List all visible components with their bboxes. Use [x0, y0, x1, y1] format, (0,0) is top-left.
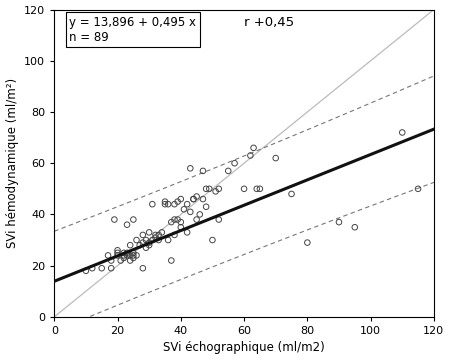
Point [120, 250, 127, 256]
Point [414, 186, 422, 192]
Point [253, 186, 261, 192]
Point [256, 186, 264, 192]
Point [215, 186, 222, 192]
Point [162, 201, 169, 207]
Point [108, 265, 115, 271]
Point [174, 199, 181, 204]
Point [206, 186, 213, 192]
Point [193, 194, 200, 199]
Point [190, 196, 197, 202]
Point [231, 160, 238, 166]
Point [136, 242, 143, 248]
Point [145, 240, 153, 246]
Point [152, 232, 159, 238]
Point [133, 252, 140, 258]
Point [142, 245, 149, 251]
Point [174, 217, 181, 222]
Point [133, 237, 140, 243]
Point [139, 265, 146, 271]
Point [130, 217, 137, 222]
Point [120, 252, 127, 258]
Point [114, 252, 121, 258]
Point [123, 252, 130, 258]
Point [171, 201, 178, 207]
Point [196, 212, 203, 217]
Point [165, 201, 172, 207]
Point [126, 242, 134, 248]
Point [187, 209, 194, 215]
Point [180, 206, 188, 212]
Point [149, 237, 156, 243]
Point [155, 232, 162, 238]
Point [89, 265, 96, 271]
Point [184, 201, 191, 207]
Point [114, 247, 121, 253]
Point [399, 130, 406, 135]
Point [145, 229, 153, 235]
Point [162, 199, 169, 204]
Point [168, 258, 175, 264]
Point [304, 240, 311, 246]
Point [158, 229, 166, 235]
Point [130, 250, 137, 256]
Point [209, 237, 216, 243]
Point [155, 237, 162, 243]
Y-axis label: SVi hémodynamique (ml/m²): SVi hémodynamique (ml/m²) [5, 78, 18, 248]
Text: y = 13,896 + 0,495 x
n = 89: y = 13,896 + 0,495 x n = 89 [69, 16, 197, 44]
Point [126, 252, 134, 258]
Point [165, 237, 172, 243]
Point [177, 224, 184, 230]
Point [130, 252, 137, 258]
Point [202, 204, 210, 210]
Point [171, 217, 178, 222]
Point [225, 168, 232, 174]
Point [288, 191, 295, 197]
Point [184, 229, 191, 235]
Point [272, 155, 279, 161]
Point [149, 201, 156, 207]
Point [335, 219, 342, 225]
Point [120, 255, 127, 261]
Point [171, 232, 178, 238]
Point [177, 196, 184, 202]
Point [351, 224, 358, 230]
Point [202, 186, 210, 192]
Point [98, 265, 105, 271]
Point [199, 168, 207, 174]
Point [104, 252, 112, 258]
Point [111, 217, 118, 222]
Point [250, 145, 257, 151]
Point [177, 219, 184, 225]
Point [215, 217, 222, 222]
Point [130, 255, 137, 261]
Point [126, 258, 134, 264]
Point [139, 232, 146, 238]
Point [117, 258, 124, 264]
Point [168, 219, 175, 225]
Point [190, 196, 197, 202]
Point [108, 258, 115, 264]
Point [247, 153, 254, 158]
Point [114, 250, 121, 256]
Point [240, 186, 248, 192]
Point [199, 196, 207, 202]
Point [193, 217, 200, 222]
Point [152, 235, 159, 240]
Point [123, 250, 130, 256]
Point [142, 237, 149, 243]
Point [139, 240, 146, 246]
Point [123, 222, 130, 228]
Point [145, 242, 153, 248]
Point [82, 268, 90, 274]
Point [187, 166, 194, 171]
X-axis label: SVi échographique (ml/m2): SVi échographique (ml/m2) [163, 341, 325, 355]
Text: r +0,45: r +0,45 [244, 16, 294, 29]
Point [212, 189, 219, 194]
